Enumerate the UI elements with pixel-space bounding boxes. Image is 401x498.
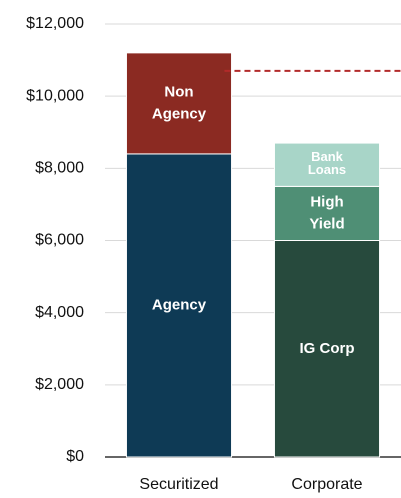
label-line: High	[310, 193, 343, 210]
y-tick-label: $10,000	[26, 87, 84, 104]
bar-segment	[273, 142, 381, 187]
x-tick-label: Corporate	[291, 476, 362, 493]
y-tick-label: $2,000	[35, 376, 84, 393]
label-line: Agency	[152, 105, 207, 122]
y-tick-label: $8,000	[35, 160, 84, 177]
label-line: Loans	[308, 163, 346, 178]
label-line: IG Corp	[300, 340, 355, 357]
segment-label: IG Corp	[300, 340, 355, 357]
segment-label: Non Agency	[152, 83, 207, 122]
label-line: Agency	[152, 296, 207, 313]
y-tick-label: $0	[66, 448, 84, 465]
bar-segment	[273, 240, 381, 458]
segment-label: High Yield	[309, 193, 344, 232]
bar-segment	[125, 153, 233, 458]
segment-label: Agency	[152, 296, 207, 313]
x-tick-label: Securitized	[139, 476, 218, 493]
label-line: Non	[164, 83, 193, 100]
segment-label: Bank Loans	[308, 150, 346, 178]
label-line: Bank	[311, 150, 344, 165]
y-tick-label: $6,000	[35, 232, 84, 249]
y-tick-label: $12,000	[26, 15, 84, 32]
label-line: Yield	[309, 215, 344, 232]
y-tick-label: $4,000	[35, 304, 84, 321]
bar-segment	[125, 52, 233, 155]
